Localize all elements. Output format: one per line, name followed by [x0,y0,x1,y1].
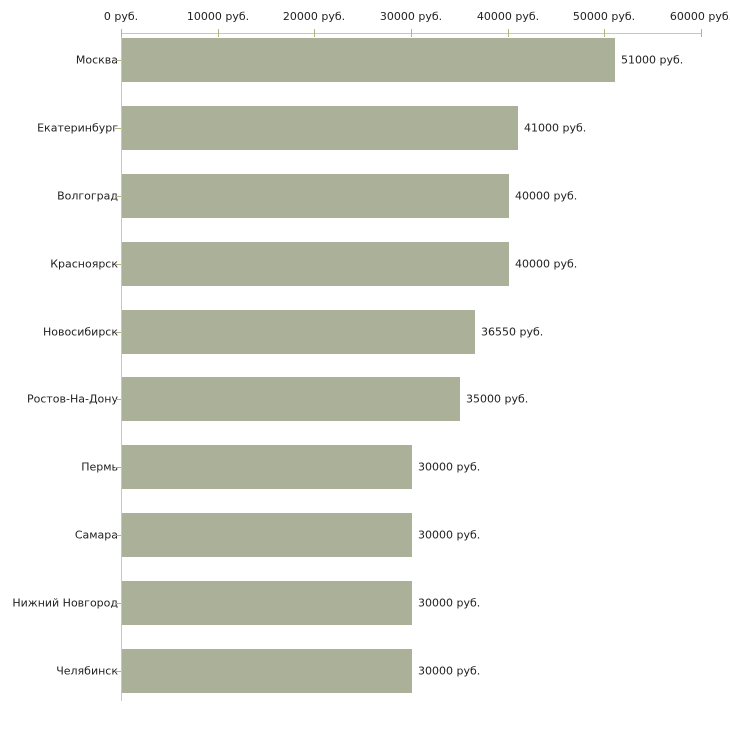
bar [122,241,509,286]
category-label: Новосибирск [42,325,118,339]
x-axis-tick-mark [604,29,605,37]
bar-row: Самара 30000 руб. [0,513,730,581]
bar-row: Челябинск 30000 руб. [0,649,730,717]
bar-row: Нижний Новгород 30000 руб. [0,581,730,649]
bar [122,445,412,490]
value-label: 35000 руб. [466,392,529,406]
x-axis-tick-mark [701,29,702,37]
x-axis-tick-mark [411,29,412,37]
x-axis-tick-mark [314,29,315,37]
category-tick-mark [115,331,121,333]
bar [122,581,412,626]
x-axis-tick-mark [508,29,509,37]
category-label: Челябинск [56,664,118,678]
bar [122,649,412,694]
category-label: Красноярск [50,257,118,271]
category-tick-mark [115,263,121,265]
bar [122,309,475,354]
bar [122,513,412,558]
value-label: 51000 руб. [621,53,684,67]
x-axis-tick-label: 60000 руб. [669,10,730,23]
category-tick-mark [115,127,121,129]
x-axis-tick-label: 50000 руб. [572,10,636,23]
value-label: 30000 руб. [418,460,481,474]
category-tick-mark [115,195,121,197]
category-tick-mark [115,603,121,605]
bar [122,38,615,82]
category-tick-mark [115,467,121,469]
x-axis-tick-label: 20000 руб. [282,10,346,23]
category-tick-mark [115,399,121,401]
category-label: Пермь [81,460,118,474]
value-label: 30000 руб. [418,664,481,678]
value-label: 36550 руб. [481,325,544,339]
bar-row: Екатеринбург 41000 руб. [0,105,730,174]
bar [122,377,460,422]
x-axis-tick-mark [218,29,219,37]
category-label: Самара [74,528,118,542]
category-tick-mark [115,60,121,61]
x-axis-tick-label: 40000 руб. [476,10,540,23]
bar [122,173,509,218]
category-label: Волгоград [57,189,118,203]
category-label: Нижний Новгород [12,596,118,610]
x-axis-tick-label: 30000 руб. [379,10,443,23]
category-label: Москва [75,53,118,67]
category-tick-mark [115,671,121,673]
x-axis-tick-mark [121,29,122,37]
bar-row: Волгоград 40000 руб. [0,173,730,242]
bar-row: Ростов-На-Дону 35000 руб. [0,377,730,445]
bar-row: Новосибирск 36550 руб. [0,309,730,378]
y-axis-line [121,33,122,701]
value-label: 30000 руб. [418,528,481,542]
bar-rows: Москва 51000 руб. Екатеринбург 41000 руб… [0,38,730,717]
value-label: 40000 руб. [515,189,578,203]
category-label: Ростов-На-Дону [26,392,118,406]
x-axis-tick-label: 10000 руб. [186,10,250,23]
value-label: 41000 руб. [524,121,587,135]
bar-row: Пермь 30000 руб. [0,445,730,513]
bar-row: Москва 51000 руб. [0,38,730,106]
value-label: 40000 руб. [515,257,578,271]
bar-row: Красноярск 40000 руб. [0,241,730,310]
x-axis-tick-label: 0 руб. [103,10,139,23]
category-label: Екатеринбург [37,121,118,135]
value-label: 30000 руб. [418,596,481,610]
category-tick-mark [115,535,121,537]
bar [122,105,518,150]
